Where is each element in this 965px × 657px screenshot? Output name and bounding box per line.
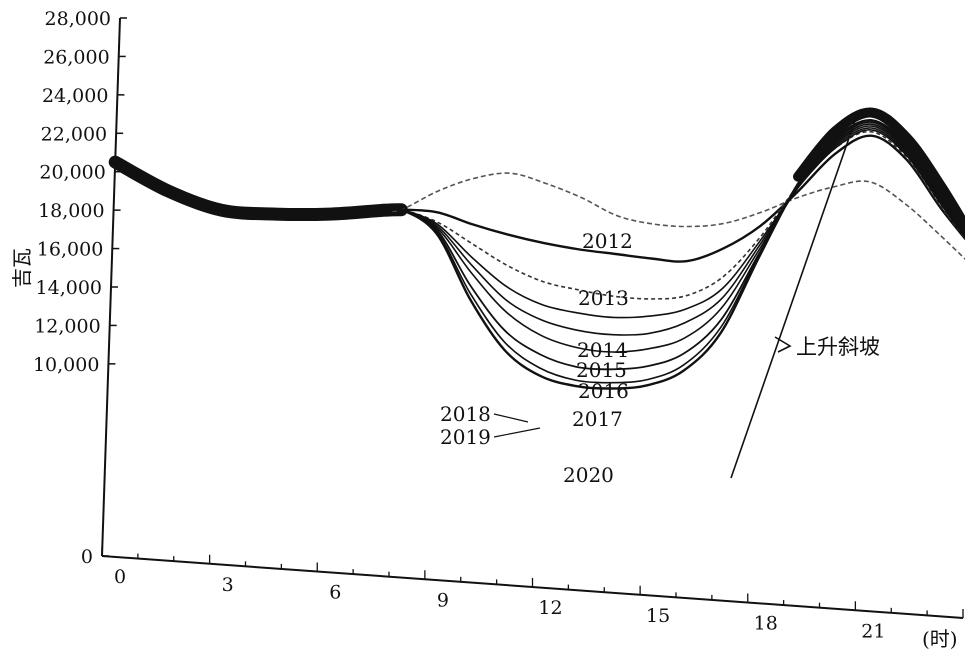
y-tick-label: 26,000 xyxy=(43,46,109,68)
series-line-2017 xyxy=(114,125,965,353)
series-label-2020: 2020 xyxy=(563,463,614,487)
x-axis-unit: (时) xyxy=(922,627,958,651)
series-label-2016: 2016 xyxy=(578,379,629,403)
ramp-bracket xyxy=(774,336,792,353)
ramp-arrow-line xyxy=(730,114,858,479)
x-tick-label: 3 xyxy=(222,574,234,596)
y-tick-label: 12,000 xyxy=(34,315,100,337)
series-label-2017: 2017 xyxy=(572,407,623,431)
leader-line-2019 xyxy=(493,427,541,438)
y-tick-label: 28,000 xyxy=(45,8,111,30)
series-label-2019: 2019 xyxy=(440,425,491,449)
x-tick-label: 12 xyxy=(538,597,562,619)
x-tick-label: 0 xyxy=(114,566,126,588)
y-tick-label: 20,000 xyxy=(39,162,105,184)
series-line-2015 xyxy=(114,129,965,319)
y-tick-label: 16,000 xyxy=(37,239,103,261)
leader-line-2018 xyxy=(493,413,529,423)
series-label-2015: 2015 xyxy=(576,358,627,382)
x-tick-group: 0 3 6 9 12 15 18 21 xyxy=(101,547,964,642)
series-group xyxy=(108,107,965,390)
series-line-2020 xyxy=(114,119,965,390)
ramp-annotation: 上升斜坡 xyxy=(796,335,880,359)
axes xyxy=(101,17,964,619)
series-label-2012: 2012 xyxy=(582,229,633,253)
series-line-2013 xyxy=(114,134,965,263)
series-label-2014: 2014 xyxy=(577,338,628,362)
y-tick-group: 0 10,000 12,000 14,000 16,000 18,000 20,000 22,… xyxy=(33,8,127,568)
x-tick-label: 6 xyxy=(329,582,341,604)
x-tick-label: 15 xyxy=(646,605,670,627)
series-label-2013: 2013 xyxy=(578,286,629,310)
y-tick-label: 18,000 xyxy=(38,200,104,222)
series-label-2018: 2018 xyxy=(440,402,491,426)
y-tick-label: 10,000 xyxy=(33,354,99,376)
x-tick-label: 9 xyxy=(437,589,449,611)
series-line-2018 xyxy=(114,123,965,371)
y-axis-title: 吉瓦 xyxy=(10,248,34,288)
x-tick-label: 21 xyxy=(861,620,885,642)
y-tick-label: 0 xyxy=(81,546,93,568)
y-tick-label: 24,000 xyxy=(42,85,108,107)
overlap-band-evening xyxy=(793,107,965,236)
y-tick-label: 14,000 xyxy=(36,277,102,299)
overlap-band-morning xyxy=(108,155,408,222)
y-tick-label: 22,000 xyxy=(41,123,107,145)
x-tick-label: 18 xyxy=(754,613,778,635)
